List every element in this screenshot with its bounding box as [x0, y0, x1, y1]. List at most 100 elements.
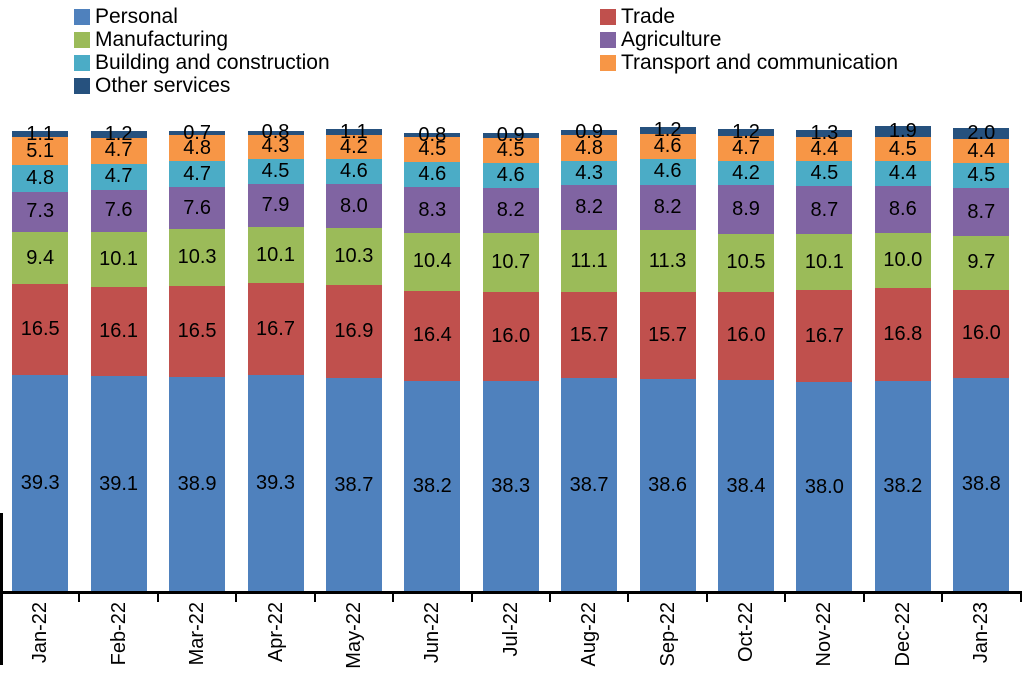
bar-segment-other-services[interactable]: 0.7 — [169, 122, 226, 143]
bar-segment-other-services[interactable]: 1.2 — [718, 121, 774, 142]
legend-label: Building and construction — [95, 51, 330, 74]
bar-segment-manufacturing[interactable]: 10.1 — [796, 234, 853, 291]
bar-segment-manufacturing[interactable]: 10.3 — [169, 229, 226, 287]
bar-segment-other-services[interactable]: 0.8 — [404, 124, 461, 145]
bar-segment-personal[interactable]: 38.0 — [796, 382, 853, 592]
bar-segment-building-and-construction[interactable]: 4.6 — [404, 162, 461, 188]
bar-segment-building-and-construction[interactable]: 4.7 — [169, 161, 226, 188]
bar-segment-transport-and-communication[interactable]: 4.5 — [874, 136, 931, 162]
bar-segment-building-and-construction[interactable]: 4.8 — [12, 165, 69, 192]
bar-segment-personal[interactable]: 39.3 — [247, 375, 304, 592]
bar-segment-agriculture[interactable]: 8.7 — [953, 188, 1010, 237]
bar-segment-transport-and-communication[interactable]: 4.8 — [169, 134, 226, 162]
bar-segment-agriculture[interactable]: 8.9 — [718, 184, 774, 234]
bar-segment-transport-and-communication[interactable]: 4.4 — [796, 137, 853, 162]
bar-segment-agriculture[interactable]: 8.2 — [639, 184, 696, 230]
bar-segment-agriculture[interactable]: 8.2 — [561, 185, 618, 231]
bar-segment-personal[interactable]: 39.3 — [12, 375, 69, 592]
bar-segment-transport-and-communication[interactable]: 5.1 — [12, 137, 69, 166]
bar-segment-building-and-construction[interactable]: 4.6 — [325, 158, 382, 185]
bar-segment-trade[interactable]: 16.0 — [953, 289, 1010, 378]
bar-segment-agriculture[interactable]: 7.6 — [169, 187, 226, 230]
bar-segment-other-services[interactable]: 2.0 — [953, 122, 1010, 143]
legend-item-other-services[interactable]: Other services — [74, 74, 330, 97]
bar-segment-other-services[interactable]: 1.1 — [12, 123, 69, 144]
bar-segment-personal[interactable]: 38.7 — [561, 378, 618, 592]
bar-segment-personal[interactable]: 38.7 — [325, 378, 382, 592]
bar-segment-manufacturing[interactable]: 11.3 — [639, 229, 696, 293]
bar-segment-trade[interactable]: 16.7 — [247, 282, 304, 376]
bar-segment-transport-and-communication[interactable]: 4.6 — [639, 133, 696, 160]
bar-segment-manufacturing[interactable]: 10.0 — [874, 233, 931, 289]
bar-segment-personal[interactable]: 38.6 — [639, 378, 696, 592]
bar-segment-manufacturing[interactable]: 10.3 — [325, 228, 382, 286]
bar-segment-personal[interactable]: 38.2 — [874, 381, 931, 592]
bar-segment-other-services[interactable]: 0.9 — [482, 124, 539, 145]
bar-segment-building-and-construction[interactable]: 4.2 — [718, 161, 774, 185]
bar-segment-personal[interactable]: 38.9 — [169, 377, 226, 592]
bar-segment-transport-and-communication[interactable]: 4.7 — [90, 137, 147, 164]
bar-segment-building-and-construction[interactable]: 4.7 — [90, 163, 147, 190]
bar-segment-trade[interactable]: 16.9 — [325, 285, 382, 379]
bar-segment-other-services[interactable]: 1.3 — [796, 123, 853, 144]
bar-segment-transport-and-communication[interactable]: 4.8 — [561, 134, 618, 162]
bar-segment-other-services[interactable]: 1.1 — [325, 121, 382, 142]
bar-segment-trade[interactable]: 16.8 — [874, 288, 931, 382]
bar-segment-trade[interactable]: 16.1 — [90, 287, 147, 377]
bar-segment-agriculture[interactable]: 7.3 — [12, 191, 69, 233]
legend-item-personal[interactable]: Personal — [74, 5, 330, 28]
bar-segment-personal[interactable]: 38.4 — [718, 380, 774, 592]
bar-segment-personal[interactable]: 38.2 — [404, 381, 461, 592]
legend-item-building-and-construction[interactable]: Building and construction — [74, 51, 330, 74]
bar-segment-agriculture[interactable]: 8.0 — [325, 184, 382, 229]
legend-item-manufacturing[interactable]: Manufacturing — [74, 28, 330, 51]
legend-item-agriculture[interactable]: Agriculture — [600, 28, 898, 51]
bar-segment-building-and-construction[interactable]: 4.3 — [561, 161, 618, 186]
bar-segment-building-and-construction[interactable]: 4.4 — [874, 161, 931, 186]
legend-item-transport-and-communication[interactable]: Transport and communication — [600, 51, 898, 74]
legend-column-right: Trade Agriculture Transport and communicat… — [600, 5, 898, 74]
bar-segment-transport-and-communication[interactable]: 4.3 — [247, 135, 304, 159]
bar-segment-building-and-construction[interactable]: 4.6 — [482, 162, 539, 188]
bar-segment-transport-and-communication[interactable]: 4.7 — [718, 135, 774, 162]
bar-segment-manufacturing[interactable]: 9.7 — [953, 236, 1010, 290]
bar-segment-building-and-construction[interactable]: 4.5 — [796, 161, 853, 187]
bar-segment-agriculture[interactable]: 8.7 — [796, 186, 853, 235]
bar-segment-trade[interactable]: 15.7 — [561, 291, 618, 379]
bar-segment-trade[interactable]: 16.0 — [482, 292, 539, 381]
bar-segment-agriculture[interactable]: 8.2 — [482, 187, 539, 234]
bar-segment-personal[interactable]: 38.3 — [482, 380, 539, 592]
bar-segment-other-services[interactable]: 0.8 — [247, 122, 304, 143]
bar-segment-trade[interactable]: 16.5 — [12, 284, 69, 376]
bar-segment-other-services[interactable]: 1.2 — [90, 123, 147, 144]
bar-segment-trade[interactable]: 15.7 — [639, 292, 696, 379]
bar-segment-manufacturing[interactable]: 10.7 — [482, 233, 539, 293]
bar-segment-manufacturing[interactable]: 11.1 — [561, 230, 618, 292]
bar-segment-transport-and-communication[interactable]: 4.2 — [325, 135, 382, 159]
bar-segment-other-services[interactable]: 0.9 — [561, 121, 618, 142]
bar-segment-agriculture[interactable]: 7.9 — [247, 183, 304, 228]
bar-segment-personal[interactable]: 39.1 — [90, 376, 147, 592]
bar-segment-transport-and-communication[interactable]: 4.4 — [953, 138, 1010, 164]
bar-segment-agriculture[interactable]: 8.6 — [874, 185, 931, 234]
bar-segment-other-services[interactable]: 1.9 — [874, 120, 931, 141]
bar-segment-trade[interactable]: 16.4 — [404, 290, 461, 382]
bar-segment-manufacturing[interactable]: 10.1 — [247, 227, 304, 283]
bar-segment-personal[interactable]: 38.8 — [953, 377, 1010, 592]
bar-segment-building-and-construction[interactable]: 4.6 — [639, 159, 696, 185]
bar-segment-agriculture[interactable]: 7.6 — [90, 189, 147, 232]
legend-item-trade[interactable]: Trade — [600, 5, 898, 28]
bar-segment-manufacturing[interactable]: 9.4 — [12, 232, 69, 285]
bar-segment-trade[interactable]: 16.0 — [718, 291, 774, 380]
bar-segment-manufacturing[interactable]: 10.5 — [718, 233, 774, 292]
bar-segment-other-services[interactable]: 1.2 — [639, 119, 696, 140]
bar-segment-agriculture[interactable]: 8.3 — [404, 187, 461, 234]
bar-segment-trade[interactable]: 16.5 — [169, 286, 226, 378]
bar-segment-transport-and-communication[interactable]: 4.5 — [404, 137, 461, 163]
bar-segment-trade[interactable]: 16.7 — [796, 290, 853, 383]
bar-segment-building-and-construction[interactable]: 4.5 — [247, 158, 304, 184]
bar-segment-building-and-construction[interactable]: 4.5 — [953, 163, 1010, 189]
bar-segment-manufacturing[interactable]: 10.4 — [404, 233, 461, 291]
bar-segment-transport-and-communication[interactable]: 4.5 — [482, 137, 539, 163]
bar-segment-manufacturing[interactable]: 10.1 — [90, 231, 147, 288]
